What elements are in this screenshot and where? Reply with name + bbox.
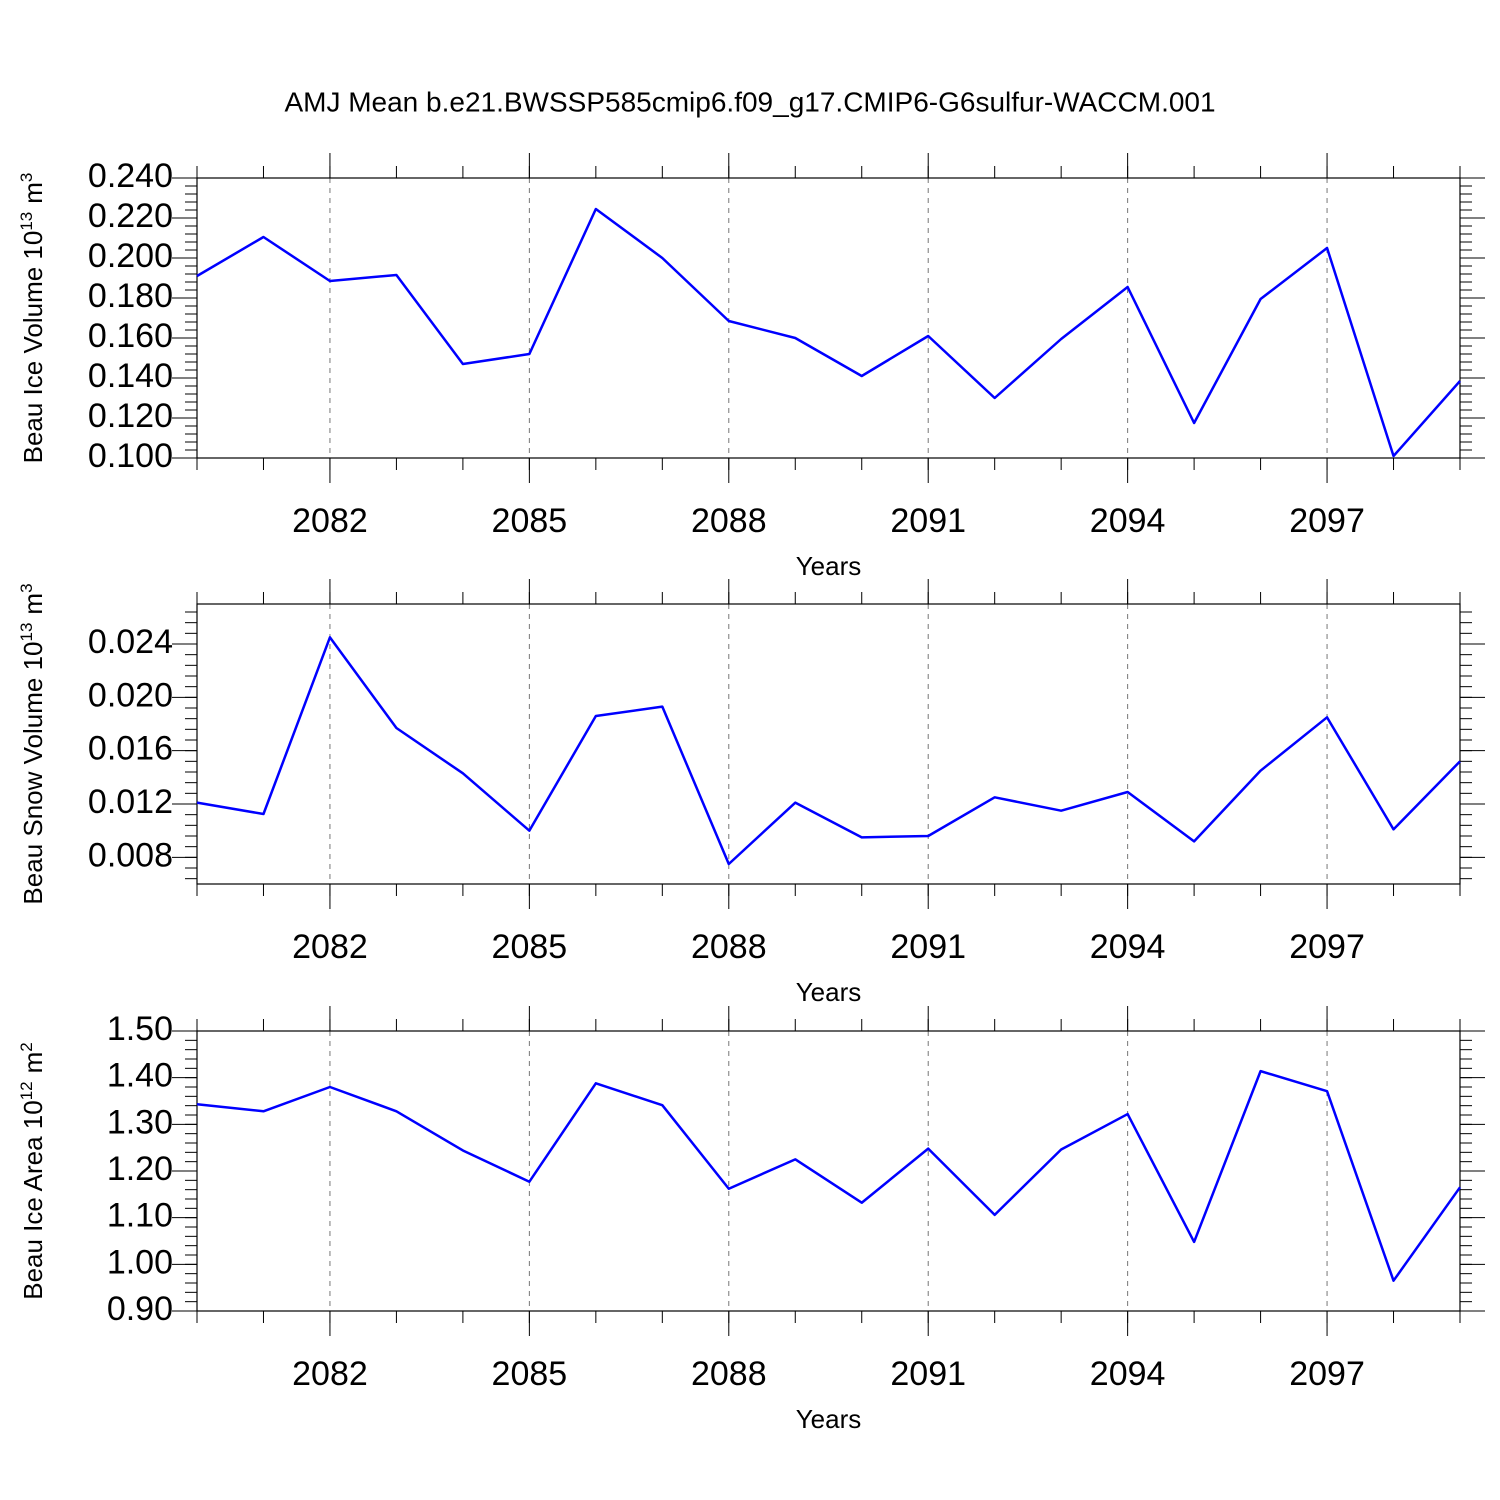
y-axis-label-text: Beau Ice Volume 10 (18, 231, 48, 464)
y-axis-label-exponent: 12 (17, 1081, 36, 1100)
y-tick-label: 0.100 (88, 437, 173, 475)
y-tick-label: 0.020 (88, 676, 173, 714)
data-line (196, 207, 1461, 458)
y-axis-label-exponent: 13 (17, 212, 36, 231)
panel: 2082 2085 2088 2091 2094 2097 0.008 0.012 0.016 0… (17, 579, 1485, 1007)
x-tick-label: 2091 (890, 928, 966, 966)
y-tick-label: 0.240 (88, 157, 173, 195)
x-tick-label: 2091 (890, 502, 966, 540)
plot-frame (196, 603, 1461, 885)
y-axis-label-unit-exponent: 3 (17, 173, 36, 182)
y-axis-label-text: Beau Snow Volume 10 (18, 641, 48, 904)
x-tick-label: 2091 (890, 1355, 966, 1393)
y-axis-label-unit: m (18, 182, 48, 204)
y-axis-label: Beau Snow Volume 1013 m3 (17, 583, 48, 904)
x-tick-label: 2097 (1289, 1355, 1365, 1393)
x-tick-label: 2088 (691, 1355, 767, 1393)
x-tick-label: 2088 (691, 928, 767, 966)
x-tick-label: 2082 (292, 502, 368, 540)
y-axis-label: Beau Ice Area 1012 m2 (17, 1042, 48, 1300)
y-tick-label: 1.00 (107, 1243, 173, 1281)
y-tick-label: 1.50 (107, 1010, 173, 1048)
y-tick-label: 1.40 (107, 1057, 173, 1095)
y-axis-label-unit-exponent: 3 (17, 583, 36, 592)
x-tick-label: 2082 (292, 928, 368, 966)
plot-frame (196, 177, 1461, 459)
y-axis-label-unit: m (18, 593, 48, 615)
y-tick-label: 0.180 (88, 277, 173, 315)
x-tick-label: 2094 (1090, 1355, 1166, 1393)
data-line (196, 636, 1461, 866)
x-tick-label: 2088 (691, 502, 767, 540)
x-tick-label: 2094 (1090, 502, 1166, 540)
panel: 2082 2085 2088 2091 2094 2097 0.90 1.00 1.10 1.20… (17, 1006, 1485, 1434)
plot-frame (196, 1030, 1461, 1312)
y-tick-label: 0.120 (88, 397, 173, 435)
x-tick-label: 2085 (492, 1355, 568, 1393)
y-tick-label: 0.016 (88, 730, 173, 768)
y-tick-label: 1.30 (107, 1103, 173, 1141)
y-axis-label-unit: m (18, 1052, 48, 1074)
y-tick-label: 0.200 (88, 237, 173, 275)
x-tick-label: 2094 (1090, 928, 1166, 966)
y-tick-label: 1.10 (107, 1197, 173, 1235)
y-tick-label: 1.20 (107, 1150, 173, 1188)
x-tick-label: 2097 (1289, 502, 1365, 540)
y-tick-label: 0.008 (88, 836, 173, 874)
y-axis-label-unit-exponent: 2 (17, 1042, 36, 1051)
y-tick-label: 0.140 (88, 357, 173, 395)
x-tick-label: 2097 (1289, 928, 1365, 966)
y-tick-label: 0.024 (88, 623, 173, 661)
x-tick-label: 2085 (492, 502, 568, 540)
x-tick-label: 2082 (292, 1355, 368, 1393)
figure-title: AMJ Mean b.e21.BWSSP585cmip6.f09_g17.CMI… (284, 86, 1215, 117)
panel: 2082 2085 2088 2091 2094 20970.1000.1200.1400… (17, 153, 1485, 581)
x-axis-label: Years (796, 1404, 862, 1434)
y-tick-label: 0.90 (107, 1290, 173, 1328)
x-axis-label: Years (796, 977, 862, 1007)
x-axis-label: Years (796, 551, 862, 581)
data-line (196, 1069, 1462, 1282)
y-tick-label: 0.012 (88, 783, 173, 821)
y-axis-label-text: Beau Ice Area 10 (18, 1100, 48, 1299)
x-tick-label: 2085 (492, 928, 568, 966)
y-tick-label: 0.160 (88, 317, 173, 355)
y-tick-label: 0.220 (88, 197, 173, 235)
y-axis-label-exponent: 13 (17, 623, 36, 642)
y-axis-label: Beau Ice Volume 1013 m3 (17, 173, 48, 464)
